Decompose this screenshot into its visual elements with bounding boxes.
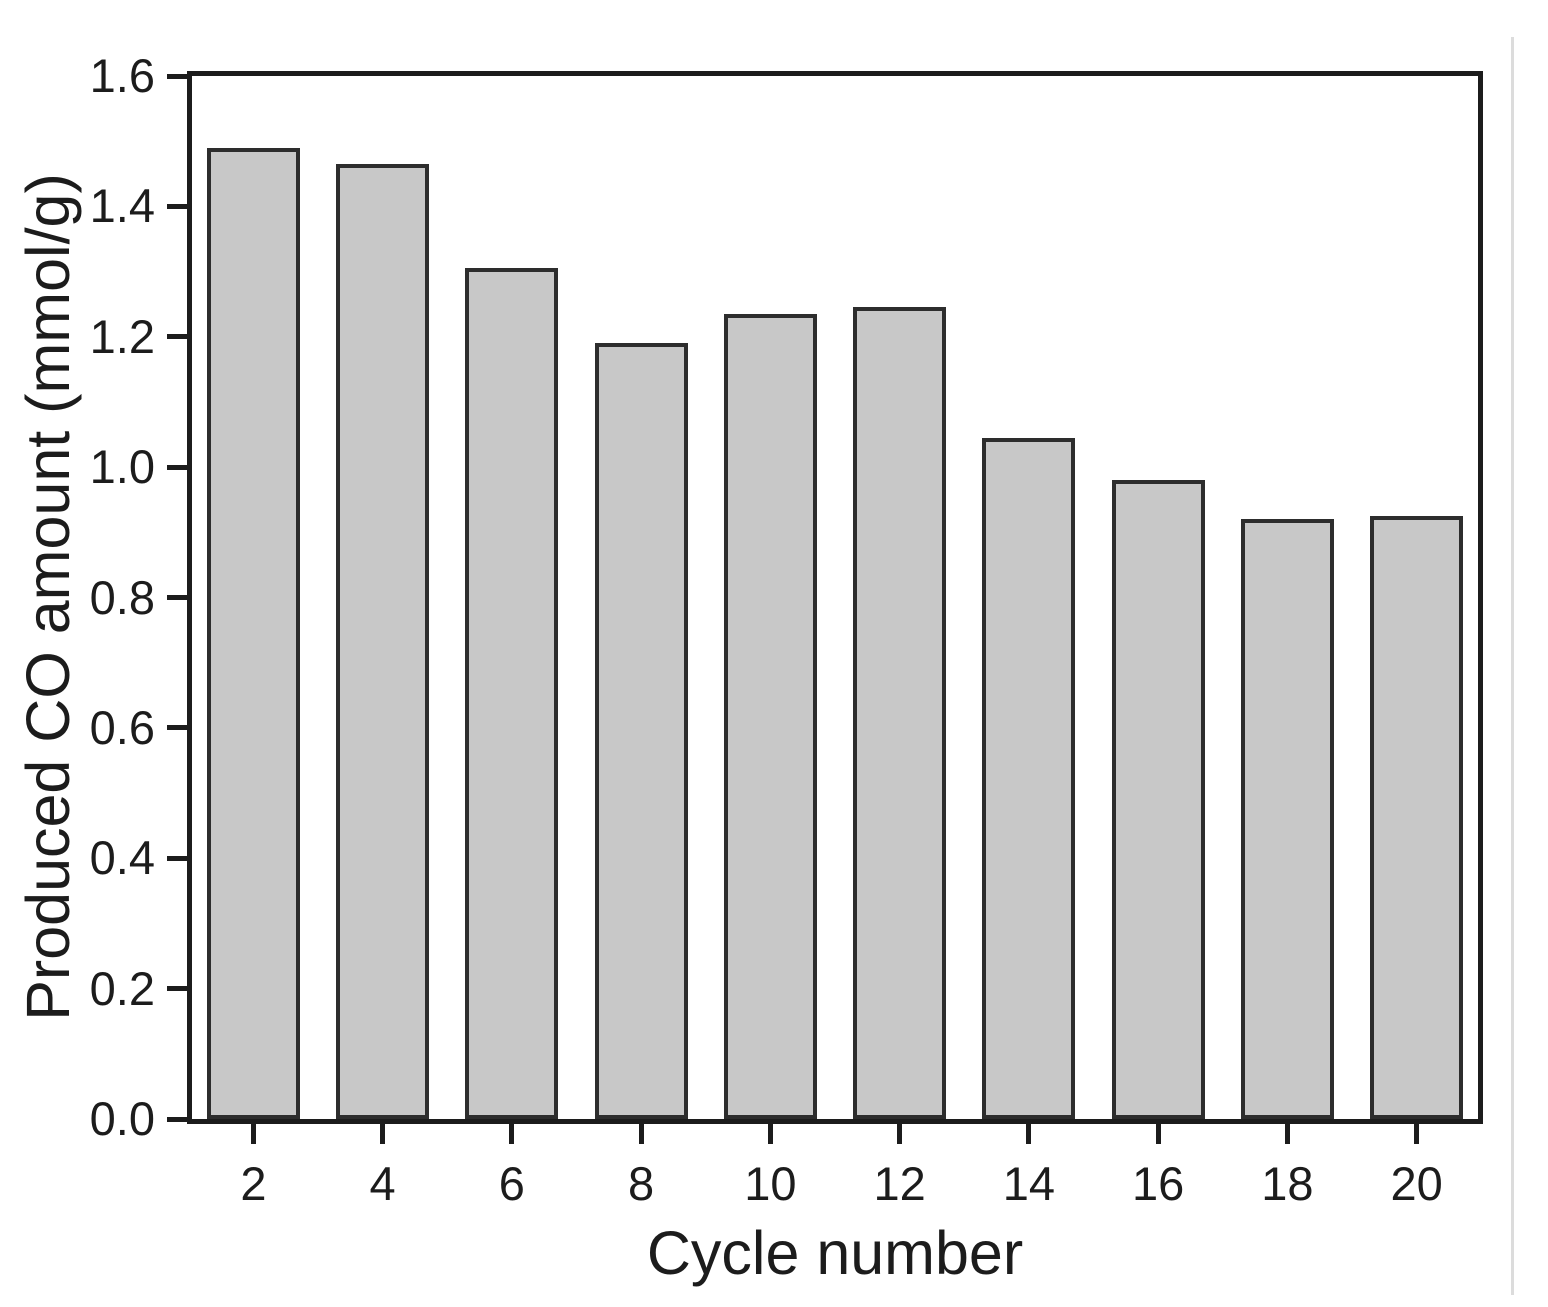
y-tick-0.0 — [167, 1116, 187, 1122]
x-tick-label-10: 10 — [744, 1157, 797, 1210]
x-tick-14 — [1026, 1124, 1032, 1144]
y-tick-0.6 — [167, 725, 187, 731]
y-tick-label-0.6: 0.6 — [89, 700, 155, 754]
x-tick-label-18: 18 — [1261, 1157, 1314, 1210]
y-tick-label-0.8: 0.8 — [89, 570, 155, 624]
y-tick-1.6 — [167, 73, 187, 79]
y-tick-1.0 — [167, 464, 187, 470]
y-tick-0.4 — [167, 855, 187, 861]
y-tick-label-0.4: 0.4 — [89, 831, 155, 885]
x-axis-label: Cycle number — [646, 1219, 1024, 1287]
x-tick-label-2: 2 — [240, 1157, 267, 1210]
x-tick-16 — [1155, 1124, 1161, 1144]
x-tick-label-14: 14 — [1002, 1157, 1055, 1210]
x-tick-2 — [250, 1124, 256, 1144]
bar-cycle-2 — [206, 147, 300, 1119]
bar-cycle-8 — [594, 343, 688, 1119]
x-tick-label-12: 12 — [873, 1157, 926, 1210]
x-tick-12 — [897, 1124, 903, 1144]
x-tick-8 — [638, 1124, 644, 1144]
x-tick-18 — [1284, 1124, 1290, 1144]
y-tick-label-0.2: 0.2 — [89, 961, 155, 1015]
bar-cycle-12 — [853, 307, 947, 1119]
y-tick-0.8 — [167, 595, 187, 600]
plot-area — [187, 71, 1483, 1124]
x-tick-20 — [1414, 1124, 1420, 1144]
x-tick-label-6: 6 — [498, 1157, 525, 1210]
bar-cycle-6 — [465, 268, 559, 1119]
y-tick-label-1.2: 1.2 — [89, 309, 155, 363]
bar-cycle-14 — [982, 437, 1076, 1119]
bar-cycle-20 — [1370, 516, 1464, 1119]
y-tick-1.4 — [167, 203, 187, 209]
y-tick-label-1.6: 1.6 — [89, 49, 155, 102]
y-tick-label-1.0: 1.0 — [89, 440, 155, 494]
x-tick-10 — [767, 1124, 773, 1144]
bar-cycle-18 — [1240, 519, 1334, 1119]
y-tick-label-0.0: 0.0 — [89, 1092, 155, 1145]
x-tick-label-20: 20 — [1390, 1157, 1443, 1210]
x-tick-6 — [509, 1124, 515, 1144]
bar-cycle-10 — [723, 313, 817, 1119]
y-tick-1.2 — [167, 334, 187, 340]
x-tick-label-16: 16 — [1131, 1157, 1185, 1210]
bar-cycle-16 — [1111, 480, 1205, 1119]
x-tick-label-4: 4 — [369, 1157, 396, 1210]
x-tick-label-8: 8 — [628, 1157, 655, 1210]
y-tick-label-1.4: 1.4 — [89, 179, 155, 233]
x-tick-4 — [380, 1124, 386, 1144]
page-edge-divider — [1511, 37, 1514, 1295]
bar-cycle-4 — [336, 164, 430, 1119]
y-tick-0.2 — [167, 986, 187, 992]
